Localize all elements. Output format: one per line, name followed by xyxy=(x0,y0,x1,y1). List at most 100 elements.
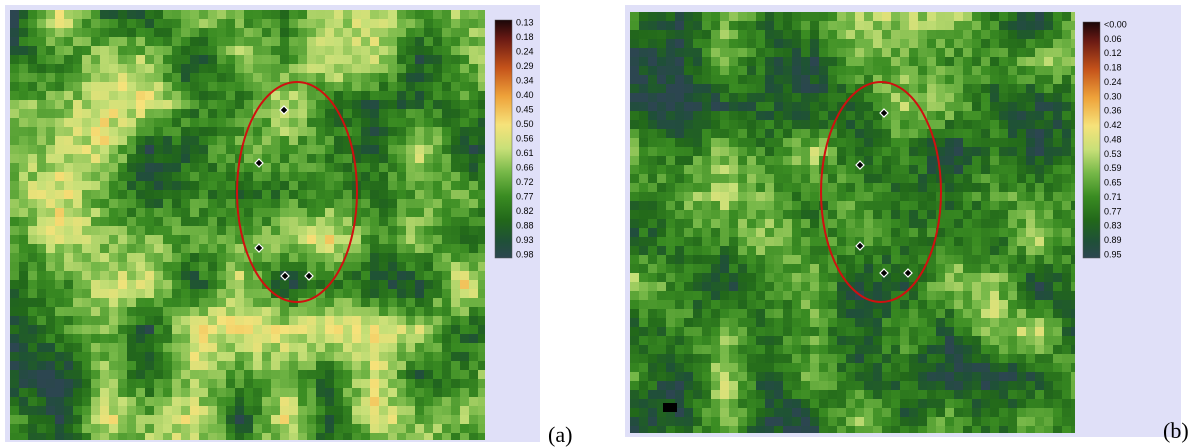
raster-cell xyxy=(837,255,846,264)
raster-cell xyxy=(756,129,765,138)
raster-cell xyxy=(451,379,460,388)
raster-cell xyxy=(891,129,900,138)
raster-cell xyxy=(163,163,172,172)
raster-cell xyxy=(738,75,747,84)
raster-cell xyxy=(720,129,729,138)
raster-cell xyxy=(28,361,37,370)
raster-cell xyxy=(837,381,846,390)
raster-cell xyxy=(801,219,810,228)
raster-cell xyxy=(738,345,747,354)
raster-cell xyxy=(109,244,118,253)
raster-cell xyxy=(10,55,19,64)
raster-cell xyxy=(397,172,406,181)
raster-cell xyxy=(433,388,442,397)
raster-cell xyxy=(55,235,64,244)
raster-cell xyxy=(442,73,451,82)
raster-cell xyxy=(765,57,774,66)
station-point xyxy=(879,108,889,118)
raster-cell xyxy=(954,57,963,66)
raster-cell xyxy=(927,408,936,417)
raster-cell xyxy=(774,39,783,48)
raster-cell xyxy=(684,363,693,372)
raster-cell xyxy=(900,309,909,318)
raster-cell xyxy=(19,217,28,226)
raster-cell xyxy=(657,111,666,120)
raster-cell xyxy=(226,145,235,154)
raster-cell xyxy=(1026,246,1035,255)
raster-cell xyxy=(837,417,846,426)
raster-cell xyxy=(720,264,729,273)
raster-cell xyxy=(181,226,190,235)
raster-cell xyxy=(918,120,927,129)
raster-cell xyxy=(37,82,46,91)
raster-cell xyxy=(370,253,379,262)
raster-cell xyxy=(666,156,675,165)
raster-cell xyxy=(756,219,765,228)
raster-cell xyxy=(208,253,217,262)
raster-cell xyxy=(289,127,298,136)
raster-cell xyxy=(738,183,747,192)
raster-cell xyxy=(334,244,343,253)
raster-cell xyxy=(262,100,271,109)
raster-cell xyxy=(208,433,217,440)
raster-cell xyxy=(720,156,729,165)
raster-cell xyxy=(46,334,55,343)
raster-cell xyxy=(774,102,783,111)
raster-cell xyxy=(900,147,909,156)
raster-cell xyxy=(918,273,927,282)
raster-cell xyxy=(981,183,990,192)
raster-cell xyxy=(73,64,82,73)
raster-cell xyxy=(747,237,756,246)
raster-cell xyxy=(82,415,91,424)
raster-cell xyxy=(873,201,882,210)
raster-cell xyxy=(1071,255,1075,264)
raster-cell xyxy=(208,217,217,226)
raster-cell xyxy=(154,343,163,352)
raster-cell xyxy=(783,102,792,111)
raster-cell xyxy=(954,219,963,228)
raster-cell xyxy=(307,397,316,406)
raster-cell xyxy=(478,181,485,190)
raster-cell xyxy=(837,309,846,318)
raster-cell xyxy=(226,19,235,28)
raster-cell xyxy=(64,10,73,19)
raster-cell xyxy=(73,226,82,235)
raster-cell xyxy=(28,325,37,334)
raster-cell xyxy=(190,370,199,379)
raster-cell xyxy=(91,199,100,208)
raster-cell xyxy=(1008,273,1017,282)
raster-cell xyxy=(28,82,37,91)
raster-cell xyxy=(720,372,729,381)
raster-cell xyxy=(711,165,720,174)
raster-cell xyxy=(675,201,684,210)
raster-cell xyxy=(325,127,334,136)
raster-cell xyxy=(397,64,406,73)
raster-cell xyxy=(406,118,415,127)
raster-cell xyxy=(1026,381,1035,390)
raster-cell xyxy=(208,316,217,325)
raster-cell xyxy=(271,343,280,352)
raster-cell xyxy=(774,237,783,246)
raster-cell xyxy=(352,127,361,136)
raster-cell xyxy=(28,415,37,424)
raster-cell xyxy=(864,336,873,345)
raster-cell xyxy=(666,336,675,345)
raster-cell xyxy=(280,100,289,109)
raster-cell xyxy=(451,226,460,235)
raster-cell xyxy=(720,201,729,210)
raster-cell xyxy=(657,57,666,66)
raster-cell xyxy=(855,390,864,399)
raster-cell xyxy=(990,57,999,66)
raster-cell xyxy=(415,10,424,19)
raster-cell xyxy=(846,111,855,120)
raster-cell xyxy=(810,273,819,282)
raster-cell xyxy=(873,93,882,102)
raster-cell xyxy=(783,201,792,210)
raster-cell xyxy=(738,174,747,183)
raster-cell xyxy=(882,372,891,381)
raster-cell xyxy=(172,172,181,181)
raster-cell xyxy=(927,300,936,309)
raster-cell xyxy=(415,352,424,361)
raster-cell xyxy=(972,300,981,309)
raster-cell xyxy=(783,174,792,183)
